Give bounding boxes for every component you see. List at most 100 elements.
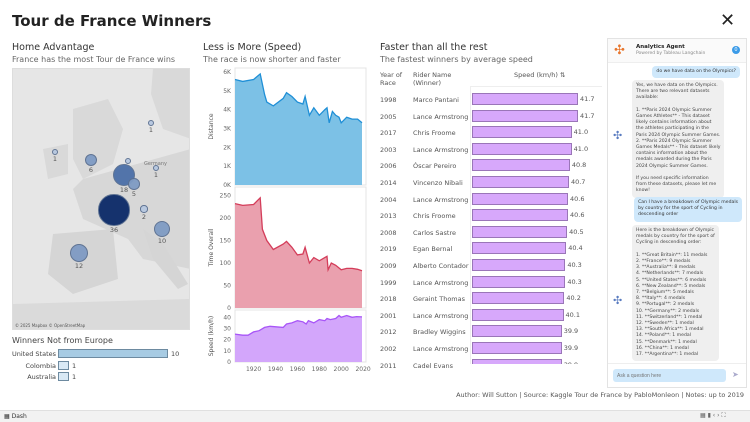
info-badge[interactable]: 0 [732, 46, 740, 54]
speed-bar[interactable] [472, 225, 568, 238]
country-bubble[interactable] [52, 149, 58, 155]
year-cell: 2008 [380, 228, 397, 237]
wins-value: 1 [72, 361, 77, 370]
year-cell: 2011 [380, 361, 397, 370]
speed-bar[interactable] [472, 259, 566, 271]
faster-subtitle: The fastest winners by average speed [380, 55, 533, 64]
country-bubble[interactable] [98, 194, 130, 226]
bubble-label: 36 [109, 225, 119, 234]
bubble-label: 1 [153, 171, 159, 179]
speed-value: 41.7 [580, 95, 595, 103]
y-tick-label: 5K [223, 88, 232, 95]
country-bubble[interactable] [128, 178, 140, 190]
view-controls-icon[interactable]: ▦ ▮ ‹ › ⛶ [700, 412, 726, 419]
speed-value: 39.9 [563, 327, 579, 336]
home-title: Home Advantage [12, 42, 95, 53]
tableau-logo-icon: ✣ [614, 43, 625, 58]
country-label: Australia [27, 373, 56, 381]
rider-cell: Geraint Thomas [413, 295, 465, 304]
country-bubble[interactable] [84, 153, 98, 167]
speed-bar[interactable] [472, 275, 566, 288]
rider-cell: Lance Armstrong [413, 278, 469, 287]
rider-cell: Lance Armstrong [413, 311, 469, 320]
sort-icon[interactable]: ⇅ [560, 71, 566, 79]
speed-table[interactable]: 41.7 41.7 41.0 41.0 40.8 40.7 40.6 40.6 40.5 40.4… [470, 86, 602, 364]
speed-value: 40.6 [570, 211, 585, 220]
bubble-label: 12 [74, 262, 84, 270]
dash-tab-label: Dash [11, 413, 27, 420]
rider-cell: Carlos Sastre [413, 228, 457, 237]
speed-bar[interactable] [472, 308, 564, 321]
y-tick-label: 200 [220, 215, 232, 222]
home-subtitle: France has the most Tour de France wins [12, 55, 176, 64]
country-bubble[interactable] [153, 165, 159, 171]
country-bubble[interactable] [140, 205, 148, 213]
speed-bar[interactable] [472, 159, 570, 172]
y-axis-title: Time Overall [208, 228, 215, 267]
dash-tab[interactable]: ▦ Dash [4, 413, 27, 420]
y-tick-label: 20 [223, 337, 231, 344]
chat-powered: Powered by Tableau Langchain [636, 51, 706, 56]
col-year-header: Year of Race [380, 71, 403, 87]
wins-bar[interactable] [58, 349, 168, 358]
rider-cell: Lance Armstrong [413, 195, 469, 204]
speed-bar[interactable] [472, 142, 572, 155]
faster-title: Faster than all the rest [380, 42, 488, 53]
x-tick-label: 1980 [312, 366, 327, 373]
x-tick-label: 1940 [268, 366, 283, 373]
send-icon[interactable]: ➤ [732, 370, 739, 379]
speed-bar[interactable] [472, 358, 562, 364]
y-tick-label: 10 [223, 348, 231, 355]
area-fill [235, 315, 362, 362]
footer-credits: Author: Will Sutton | Source: Kaggle Tou… [456, 391, 744, 399]
y-axis-title: Distance [208, 113, 215, 140]
col-rider-header: Rider Name (Winner) [413, 71, 452, 87]
wins-bar[interactable] [58, 360, 69, 370]
country-bubble[interactable] [148, 120, 154, 126]
speed-value: 40.8 [571, 161, 587, 170]
speed-bar[interactable] [472, 292, 565, 305]
map-credit: © 2025 Mapbox © OpenStreetMap [15, 323, 86, 328]
y-tick-label: 100 [220, 260, 232, 267]
speed-bar[interactable] [472, 209, 569, 222]
speed-value: 40.1 [565, 310, 580, 319]
speed-bar[interactable] [472, 242, 567, 255]
area-charts[interactable]: 0K1K2K3K4K5K6KDistance050100150200250Tim… [200, 66, 375, 376]
speed-bar[interactable] [472, 109, 578, 122]
x-tick-label: 1960 [290, 366, 305, 373]
country-label: Colombia [25, 361, 56, 370]
series-line[interactable] [234, 72, 363, 124]
speed-bar[interactable] [472, 342, 562, 354]
speed-bar[interactable] [472, 176, 569, 188]
country-bubble[interactable] [69, 243, 88, 262]
bubble-label: 5 [131, 189, 137, 198]
series-line[interactable] [234, 196, 363, 273]
chat-input[interactable] [613, 369, 726, 382]
y-tick-label: 30 [223, 326, 231, 333]
speed-bar[interactable] [472, 192, 569, 205]
country-bubble[interactable] [125, 158, 131, 164]
speed-value: 41.0 [573, 144, 589, 153]
speed-bar[interactable] [472, 325, 562, 338]
europe-map[interactable]: © 2025 Mapbox © OpenStreetMap Germany 36… [12, 68, 190, 330]
year-cell: 2019 [380, 245, 397, 254]
speed-bar[interactable] [472, 93, 578, 105]
rider-cell: Bradley Wiggins [413, 328, 466, 337]
speed-value: 40.6 [570, 194, 585, 203]
x-tick-label: 2000 [334, 366, 349, 373]
bubble-label: 18 [119, 186, 129, 195]
year-cell: 2012 [380, 328, 397, 337]
y-axis-title: Speed (km/h) [208, 316, 215, 357]
year-cell: 1999 [380, 278, 397, 287]
close-icon[interactable]: ✕ [720, 10, 736, 31]
speed-value: 40.4 [568, 244, 583, 253]
bubble-label: 10 [157, 237, 167, 246]
rider-cell: Lance Armstrong [413, 145, 469, 154]
chat-message-user: Can I have a breakdown of Olympic medals… [634, 197, 742, 222]
col-speed-header[interactable]: Speed (km/h) ⇅ [514, 71, 565, 79]
rider-cell: Cadel Evans [413, 361, 453, 370]
wins-bar[interactable] [58, 372, 69, 381]
series-line[interactable] [234, 314, 363, 336]
speed-bar[interactable] [472, 126, 572, 139]
country-bubble[interactable] [153, 220, 171, 238]
